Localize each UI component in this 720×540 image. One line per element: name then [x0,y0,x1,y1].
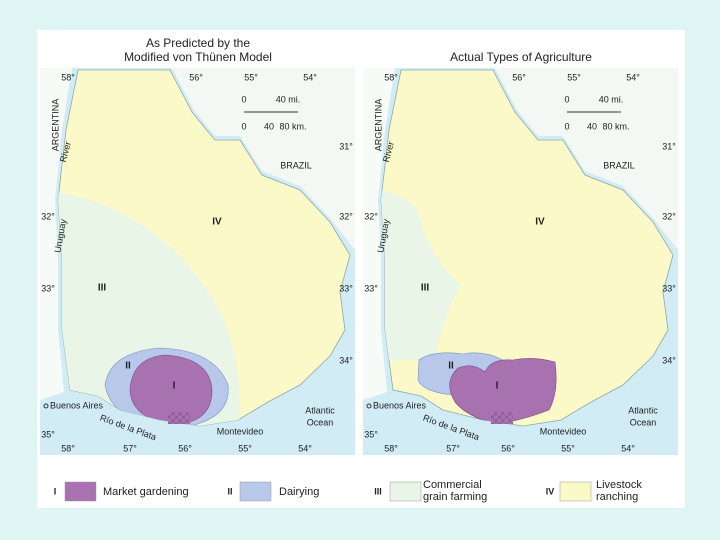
map-label: 80 km. [602,121,629,131]
map-label: 0 [241,121,246,131]
map-label: 34° [662,355,676,365]
montevideo-area [168,412,190,424]
map-label: 54° [626,72,640,82]
map-label: Buenos Aires [50,400,104,410]
map-label: 57° [446,443,460,453]
map-label: 40 [264,121,274,131]
map-label: Buenos Aires [373,400,427,410]
map-label: Ocean [307,417,334,427]
map-label: 40 [587,121,597,131]
zone-iii [381,189,461,360]
map-label: 55° [244,72,258,82]
legend-swatch [64,481,97,502]
map-label: II [448,361,454,372]
map-label: 33° [339,283,353,293]
argentina [363,68,395,400]
map-label: 54° [621,443,635,453]
map-label: 32° [364,211,378,221]
buenos-aires-dot [43,403,49,409]
map-label: 58° [384,443,398,453]
map-label: 58° [61,443,75,453]
map-label: 34° [339,355,353,365]
legend-label: Livestock [596,479,642,491]
map-label: IV [535,217,545,228]
legend-swatch [239,481,272,502]
map-label: BRAZIL [280,160,312,170]
legend-numeral: I [54,486,57,496]
legend-swatch [389,481,422,502]
legend-label: ranching [596,491,638,503]
map-label: 35° [41,429,55,439]
map-label: 31° [662,141,676,151]
map-label: 0 [564,121,569,131]
map-label: 56° [501,443,515,453]
zones [381,189,557,425]
map-label: 56° [178,443,192,453]
brazil [172,68,355,250]
map-label: 56° [189,72,203,82]
map-label: III [98,283,107,294]
map-label: 0 [564,94,569,104]
map-label: 56° [512,72,526,82]
montevideo-area [491,412,513,424]
legend-numeral: II [227,486,232,496]
map-label: 40 mi. [599,94,624,104]
map-label: I [496,381,499,392]
map: Actual Types of Agriculture 58° 56° 55° 54° 5… [363,50,678,455]
legend-label: Market gardening [103,486,189,498]
map-label: 33° [364,283,378,293]
map-label: 40 mi. [276,94,301,104]
map-label: 55° [238,443,252,453]
legend-numeral: III [374,486,382,496]
map-label: ARGENTINA [373,99,383,152]
map-label: 54° [303,72,317,82]
map-label: Atlantic [628,405,658,415]
map-label: ARGENTINA [50,99,60,152]
map-label: 32° [662,211,676,221]
map-label: 58° [61,72,75,82]
map-label: 33° [662,283,676,293]
map-label: IV [212,217,222,228]
map-label: Montevideo [217,426,264,436]
map-title: Actual Types of Agriculture [450,50,592,64]
map-label: 57° [123,443,137,453]
map-label: Montevideo [540,426,587,436]
map-label: 80 km. [279,121,306,131]
map-label: 35° [364,429,378,439]
argentina [40,68,72,400]
map-label: 31° [339,141,353,151]
map-label: I [173,381,176,392]
legend-numeral: IV [546,486,555,496]
map-label: 33° [41,283,55,293]
map-label: Atlantic [305,405,335,415]
legend-label: Commercial [423,479,482,491]
map-label: 55° [567,72,581,82]
brazil [495,68,678,250]
map-title: Modified von Thünen Model [124,50,272,64]
buenos-aires-dot [366,403,372,409]
map-label: Ocean [630,417,657,427]
map-label: II [125,361,131,372]
legend-swatch [559,481,592,502]
map-label: 0 [241,94,246,104]
map-label: III [421,283,430,294]
map-label: 55° [561,443,575,453]
map-label: 54° [298,443,312,453]
map-label: 32° [41,211,55,221]
zones [58,190,240,426]
map-title: As Predicted by the [146,36,250,50]
legend-label: grain farming [423,491,487,503]
map-label: 32° [339,211,353,221]
map-label: BRAZIL [603,160,635,170]
map-label: 58° [384,72,398,82]
legend-label: Dairying [279,486,319,498]
